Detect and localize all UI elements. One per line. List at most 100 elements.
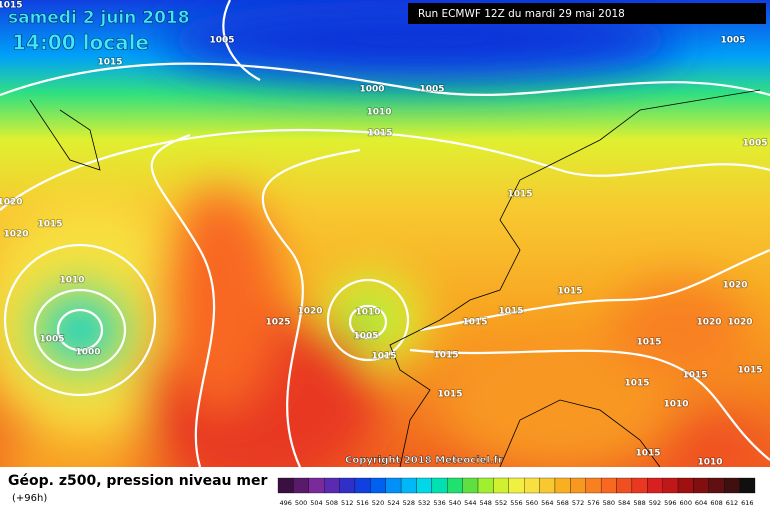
colorbar-swatch (570, 477, 586, 494)
isobar-label: 1000 (75, 348, 100, 358)
colorbar-swatch (724, 477, 740, 494)
isobar-label: 1020 (297, 307, 322, 317)
colorbar-swatch (508, 477, 525, 494)
colorbar-label: 532 (418, 499, 430, 507)
isobar-label: 1010 (663, 400, 688, 410)
colorbar-label: 564 (541, 499, 553, 507)
colorbar-label: 580 (603, 499, 615, 507)
isobar-label: 1010 (59, 276, 84, 286)
isobar-label: 1020 (727, 318, 752, 328)
colorbar-label: 536 (433, 499, 445, 507)
isobar-label: 1015 (636, 338, 661, 348)
colorbar-swatch (324, 477, 340, 494)
colorbar-swatch (693, 477, 709, 494)
colorbar-label: 540 (449, 499, 461, 507)
colorbar-swatch (293, 477, 309, 494)
colorbar-swatch (647, 477, 663, 494)
colorbar-label: 528 (403, 499, 415, 507)
isobar-label: 1015 (0, 1, 23, 11)
isobar-label: 1015 (367, 129, 392, 139)
colorbar-swatch (447, 477, 463, 494)
colorbar-swatch (631, 477, 648, 494)
colorbar-label: 616 (741, 499, 753, 507)
run-box (408, 3, 766, 24)
colorbar-label: 604 (695, 499, 707, 507)
colorbar-label: 512 (341, 499, 353, 507)
colorbar-swatch (308, 477, 325, 494)
colorbar-swatch (277, 477, 294, 494)
colorbar-label: 504 (310, 499, 322, 507)
colorbar-swatch (431, 477, 448, 494)
isobar-label: 1015 (624, 379, 649, 389)
isobar-label: 1020 (722, 281, 747, 291)
colorbar-label: 552 (495, 499, 507, 507)
isobar-labels: 1015 1005 1015 1005 1000 1005 1010 1015 1005 1015… (0, 0, 768, 468)
colorbar-label: 608 (710, 499, 722, 507)
colorbar-label: 612 (726, 499, 738, 507)
footer-title: Géop. z500, pression niveau mer (8, 473, 267, 489)
isobar-label: 1005 (720, 36, 745, 46)
isobar-label: 1015 (371, 352, 396, 362)
isobar-label: 1010 (355, 308, 380, 318)
isobar-label: 1015 (682, 371, 707, 381)
colorbar-swatch (477, 477, 494, 494)
colorbar-label: 500 (295, 499, 307, 507)
colorbar-swatch (600, 477, 617, 494)
colorbar-swatch (416, 477, 433, 494)
isobar-label: 1010 (697, 458, 722, 468)
run-info: Run ECMWF 12Z du mardi 29 mai 2018 (418, 8, 625, 20)
isobar-label: 1000 (359, 85, 384, 95)
isobar-label: 1015 (635, 449, 660, 459)
colorbar-label: 588 (633, 499, 645, 507)
isobar-label: 1005 (419, 85, 444, 95)
colorbar-label: 520 (372, 499, 384, 507)
colorbar-label: 600 (680, 499, 692, 507)
isobar-label: 1005 (209, 36, 234, 46)
colorbar-swatch (370, 477, 386, 494)
colorbar-swatch (677, 477, 694, 494)
colorbar-label: 516 (356, 499, 368, 507)
colorbar-swatch (354, 477, 371, 494)
colorbar-swatch (493, 477, 509, 494)
colorbar-swatch (339, 477, 356, 494)
colorbar-label: 556 (510, 499, 522, 507)
colorbar-label: 508 (326, 499, 338, 507)
isobar-label: 1005 (353, 332, 378, 342)
isobar-label: 1010 (366, 108, 391, 118)
isobar-label: 1015 (97, 58, 122, 68)
colorbar-label: 496 (279, 499, 291, 507)
colorbar-label: 544 (464, 499, 476, 507)
isobar-label: 1020 (3, 230, 28, 240)
isobar-label: 1020 (696, 318, 721, 328)
isobar-label: 1020 (0, 198, 23, 208)
colorbar-swatch (539, 477, 556, 494)
time: 14:00 locale (12, 31, 149, 55)
isobar-label: 1015 (462, 318, 487, 328)
isobar-label: 1015 (37, 220, 62, 230)
colorbar-swatch (708, 477, 725, 494)
colorbar-swatch (385, 477, 402, 494)
colorbar-label: 596 (664, 499, 676, 507)
colorbar-swatch (585, 477, 602, 494)
isobar-label: 1025 (265, 318, 290, 328)
colorbar-swatch (400, 477, 417, 494)
colorbar-label: 568 (556, 499, 568, 507)
copyright: Copyright 2018 Meteociel.fr (345, 455, 503, 466)
date: samedi 2 juin 2018 (8, 8, 190, 28)
colorbar-swatch (662, 477, 679, 494)
colorbar-label: 576 (587, 499, 599, 507)
colorbar-label: 584 (618, 499, 630, 507)
colorbar-label: 572 (572, 499, 584, 507)
colorbar-label: 524 (387, 499, 399, 507)
isobar-label: 1015 (507, 190, 532, 200)
isobar-label: 1005 (39, 335, 64, 345)
colorbar-swatch (554, 477, 571, 494)
isobar-label: 1005 (742, 139, 767, 149)
colorbar-swatch (739, 477, 756, 494)
isobar-label: 1015 (498, 307, 523, 317)
isobar-label: 1015 (557, 287, 582, 297)
colorbar-label: 560 (526, 499, 538, 507)
colorbar-swatch (524, 477, 540, 494)
